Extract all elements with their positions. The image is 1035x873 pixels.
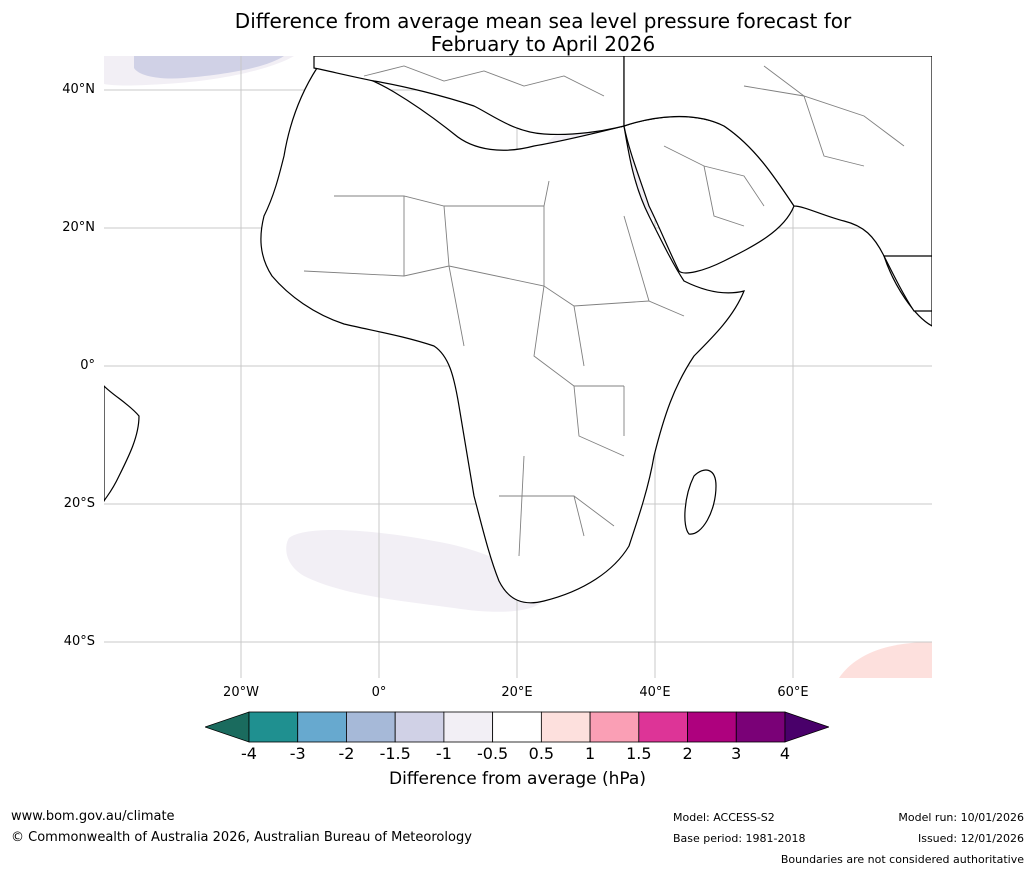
colorbar-tick-label: 1 [584, 744, 596, 763]
land-europe [313, 56, 625, 136]
footer-copyright: © Commonwealth of Australia 2026, Austra… [11, 830, 472, 845]
anomaly-region-southern-ocean [839, 642, 932, 678]
lat-label-40s: 40°S [63, 634, 95, 649]
colorbar-tick-label: 0.5 [528, 744, 555, 763]
colorbar-label: Difference from average (hPa) [389, 769, 646, 789]
colorbar-segment [346, 711, 396, 743]
land-madagascar [684, 469, 717, 535]
chart-title-line2: February to April 2026 [430, 32, 656, 56]
colorbar-tick-label: 3 [731, 744, 742, 763]
colorbar-svg [203, 711, 831, 743]
anomaly-region-south-atlantic [286, 530, 544, 612]
lon-label-20w: 20°W [223, 685, 259, 700]
footer-url[interactable]: www.bom.gov.au/climate [11, 809, 175, 824]
lon-label-60e: 60°E [777, 685, 809, 700]
country-borders [303, 65, 905, 557]
colorbar-tick-label: -3 [289, 744, 306, 763]
border-north-africa [334, 180, 550, 286]
colorbar-segment [492, 711, 542, 743]
colorbar-extend-high [784, 711, 831, 743]
colorbar-tick-label: 2 [682, 744, 693, 763]
border-middle-east [663, 145, 765, 227]
land-africa [260, 66, 745, 604]
colorbar-segment [394, 711, 445, 743]
colorbar-segment [735, 711, 786, 743]
land-south-america [104, 385, 140, 503]
border-asia [743, 65, 905, 167]
colorbar-tick-label: -4 [241, 744, 257, 763]
forecast-map [104, 56, 932, 678]
land-india-east [883, 255, 932, 312]
colorbar-segment [589, 711, 640, 743]
border-south [499, 455, 615, 557]
legend-colorbar [203, 710, 831, 744]
footer-issued: Issued: 12/01/2026 [917, 832, 1024, 845]
landmasses [104, 56, 932, 604]
colorbar-tick-label: -0.5 [477, 744, 509, 763]
lon-label-0: 0° [371, 685, 387, 700]
footer-base-period: Base period: 1981-2018 [673, 832, 806, 845]
border-east [573, 215, 685, 457]
colorbar-segment [638, 711, 688, 743]
colorbar-tick-label: 1.5 [626, 744, 652, 763]
colorbar-segment [297, 711, 347, 743]
lat-label-40n: 40°N [62, 82, 95, 97]
border-central [448, 265, 624, 387]
border-sahel [303, 265, 650, 307]
border-europe [363, 65, 605, 97]
lon-label-40e: 40°E [639, 685, 671, 700]
colorbar-tick-label: -1.5 [379, 744, 411, 763]
colorbar-tick-label: -2 [338, 744, 355, 763]
lat-label-0: 0° [80, 358, 95, 373]
colorbar-tick-label: 4 [779, 744, 791, 763]
lat-label-20n: 20°N [62, 220, 95, 235]
anomaly-region-north-atlantic-core [134, 56, 284, 79]
land-asia [623, 56, 932, 327]
colorbar-segment [248, 711, 299, 743]
footer-model: Model: ACCESS-S2 [673, 811, 775, 824]
footer-model-run: Model run: 10/01/2026 [898, 811, 1024, 824]
colorbar-tick-label: -1 [435, 744, 452, 763]
lat-label-20s: 20°S [63, 496, 95, 511]
chart-title: Difference from average mean sea level p… [0, 10, 1035, 56]
colorbar-segment [687, 711, 737, 743]
colorbar-segment [443, 711, 494, 743]
map-canvas [104, 56, 932, 678]
lon-label-20e: 20°E [501, 685, 533, 700]
footer-disclaimer: Boundaries are not considered authoritat… [780, 853, 1024, 866]
colorbar-extend-low [203, 711, 250, 743]
chart-title-line1: Difference from average mean sea level p… [234, 9, 852, 33]
colorbar-segment [540, 711, 591, 743]
